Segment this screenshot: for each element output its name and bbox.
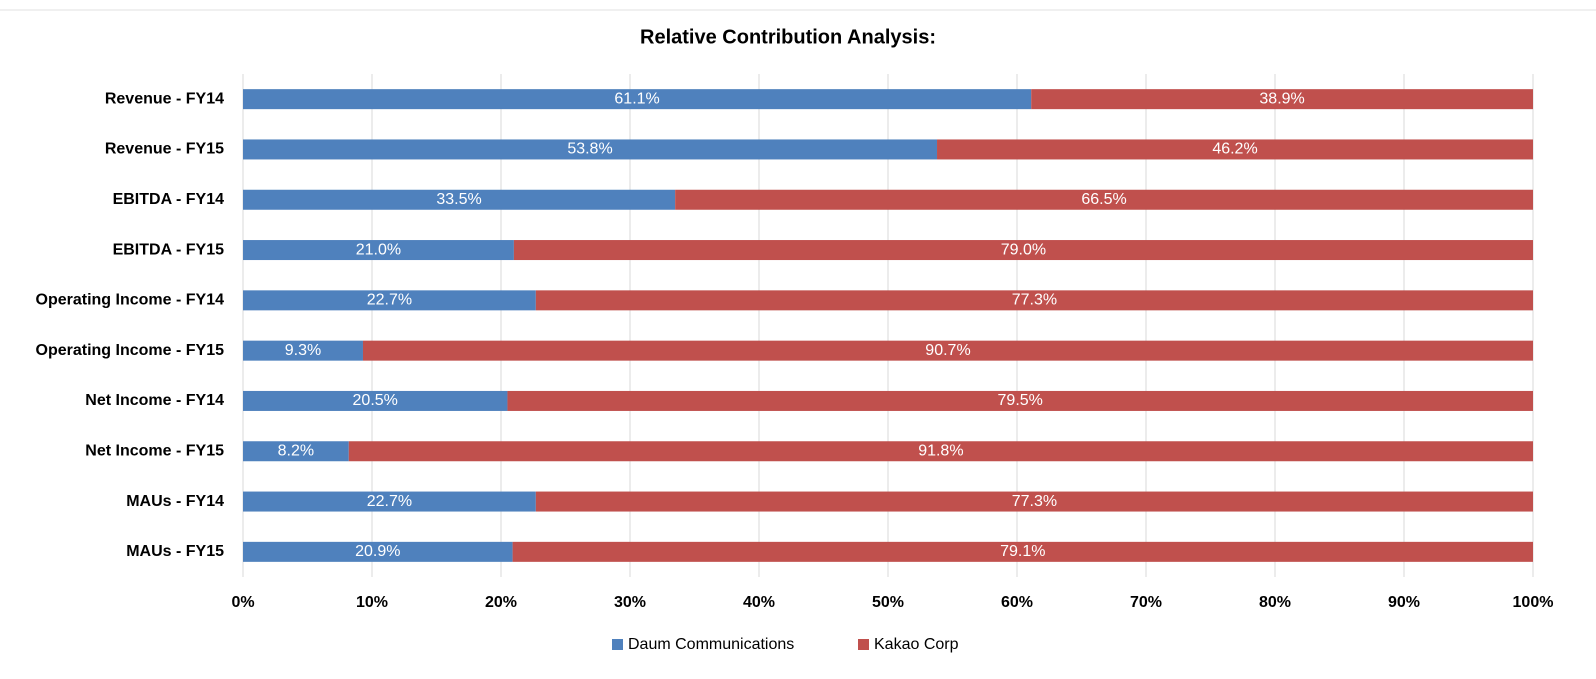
chart-title: Relative Contribution Analysis: [640, 26, 936, 48]
data-label: 79.5% [998, 392, 1043, 409]
x-tick-label: 20% [485, 594, 517, 611]
y-tick-label: Operating Income - FY14 [36, 292, 225, 309]
x-tick-label: 60% [1001, 594, 1033, 611]
data-label: 22.7% [367, 493, 412, 510]
bar-segment [513, 240, 1533, 261]
y-tick-label: Operating Income - FY15 [36, 342, 225, 359]
data-label: 91.8% [918, 442, 963, 459]
data-label: 22.7% [367, 292, 412, 309]
bar-segment [362, 340, 1534, 361]
bar-segment [1031, 89, 1533, 110]
bar-segment [243, 139, 938, 160]
x-tick-label: 40% [743, 594, 775, 611]
x-tick-label: 90% [1388, 594, 1420, 611]
legend-label: Daum Communications [628, 636, 794, 653]
y-tick-label: EBITDA - FY14 [113, 191, 225, 208]
legend-swatch [612, 639, 623, 650]
data-label: 61.1% [614, 90, 659, 107]
y-tick-label: Net Income - FY15 [85, 442, 224, 459]
data-label: 20.9% [355, 543, 400, 560]
data-label: 90.7% [925, 342, 970, 359]
y-tick-label: Net Income - FY14 [85, 392, 224, 409]
data-label: 79.1% [1000, 543, 1045, 560]
data-label: 77.3% [1012, 292, 1057, 309]
data-label: 8.2% [278, 442, 314, 459]
y-tick-label: Revenue - FY15 [105, 141, 224, 158]
x-tick-label: 30% [614, 594, 646, 611]
y-tick-label: Revenue - FY14 [105, 90, 224, 107]
bar-segment [507, 390, 1534, 411]
y-tick-label: EBITDA - FY15 [113, 241, 225, 258]
x-tick-label: 0% [231, 594, 254, 611]
bar-segment [243, 290, 536, 311]
bar-segment [348, 441, 1533, 462]
data-label: 53.8% [567, 141, 612, 158]
data-label: 77.3% [1012, 493, 1057, 510]
legend-swatch [858, 639, 869, 650]
bar-segment [243, 89, 1032, 110]
bar-segment [243, 340, 363, 361]
x-tick-label: 100% [1513, 594, 1554, 611]
bar-segment [243, 189, 676, 210]
bar-segment [535, 290, 1533, 311]
data-label: 21.0% [356, 241, 401, 258]
data-label: 20.5% [353, 392, 398, 409]
data-label: 46.2% [1212, 141, 1257, 158]
data-label: 9.3% [285, 342, 321, 359]
bar-segment [243, 390, 508, 411]
y-tick-label: MAUs - FY15 [126, 543, 224, 560]
data-label: 38.9% [1259, 90, 1304, 107]
data-label: 33.5% [436, 191, 481, 208]
data-label: 66.5% [1081, 191, 1126, 208]
legend-label: Kakao Corp [874, 636, 959, 653]
bar-segment [535, 491, 1533, 512]
bar-segment [243, 541, 513, 562]
data-label: 79.0% [1001, 241, 1046, 258]
x-tick-label: 80% [1259, 594, 1291, 611]
x-tick-label: 70% [1130, 594, 1162, 611]
x-tick-label: 10% [356, 594, 388, 611]
y-tick-label: MAUs - FY14 [126, 493, 224, 510]
bar-segment [243, 240, 514, 261]
bar-segment [512, 541, 1533, 562]
bar-segment [243, 491, 536, 512]
bar-segment [937, 139, 1533, 160]
x-tick-label: 50% [872, 594, 904, 611]
bar-segment [243, 441, 349, 462]
bar-segment [675, 189, 1533, 210]
